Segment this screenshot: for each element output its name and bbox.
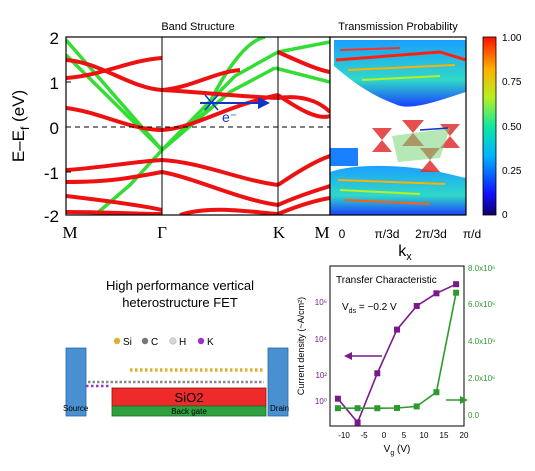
left-series-point <box>374 370 381 377</box>
right-series-point <box>433 389 440 396</box>
kx-tick-2pi3: 2π/3d <box>415 227 447 241</box>
kx-axis-label: kx <box>398 243 412 263</box>
source-electrode <box>65 347 87 417</box>
right-tick-2: 2.0x10⁶ <box>468 374 495 383</box>
ytick-neg2: -2 <box>44 207 59 226</box>
left-series-point <box>453 281 460 288</box>
transfer-chart: Transfer Characteristic Vds = −0.2 V 10⁶… <box>296 264 495 457</box>
ytick-neg1: -1 <box>44 164 59 183</box>
series-layer <box>334 281 460 426</box>
xtick-15: 15 <box>440 431 449 440</box>
kpoint-m-right: M <box>314 223 329 242</box>
electron-arrow: e⁻ <box>200 94 270 125</box>
cbar-tick-100: 1.00 <box>502 33 522 44</box>
right-series-point <box>413 403 420 410</box>
legend-k-dot <box>197 337 205 345</box>
left-series-point <box>413 303 420 309</box>
cbar-tick-075: 0.75 <box>502 77 522 88</box>
right-series-point <box>354 405 361 412</box>
drain-electrode <box>267 347 289 417</box>
legend-h-dot <box>169 337 177 345</box>
transmission-title: Transmission Probability <box>338 21 458 33</box>
device-title-line1: High performance vertical <box>106 278 254 293</box>
left-axis-arrow <box>344 352 382 360</box>
right-tick-8: 8.0x10⁶ <box>468 264 495 273</box>
ytick-1: 1 <box>50 74 59 93</box>
dirac-cones-illustration <box>372 120 460 172</box>
kpoint-k: K <box>273 223 286 242</box>
transfer-ylabel: Current density (~A/cm²) <box>296 297 306 395</box>
band-structure-plot <box>66 37 330 215</box>
device-title-line2: heterostructure FET <box>122 295 238 310</box>
right-series-point <box>374 405 381 412</box>
ytick-0: 0 <box>50 119 59 138</box>
band-structure-title: Band Structure <box>161 21 234 33</box>
transmission-frame <box>329 36 467 216</box>
legend-si: Si <box>123 337 132 348</box>
kx-tick-pi3: π/3d <box>375 227 400 241</box>
legend-h: H <box>179 337 186 348</box>
transfer-plot-frame <box>329 265 465 427</box>
right-tick-0: 0.0 <box>468 411 480 420</box>
colorbar <box>482 36 497 216</box>
atom-legend: Si C H K <box>113 337 214 348</box>
drain-label: Drain <box>270 404 289 413</box>
right-series-point <box>394 405 400 411</box>
xtick-0: 0 <box>382 431 387 440</box>
back-gate-label: Back gate <box>171 407 207 416</box>
kpoint-m-left: M <box>62 223 77 242</box>
sio2-label: SiO2 <box>175 390 204 405</box>
left-tick-0: 10⁰ <box>315 397 327 406</box>
left-tick-4: 10⁴ <box>315 335 328 344</box>
ytick-2: 2 <box>50 29 59 48</box>
legend-si-dot <box>113 337 121 345</box>
transfer-xlabel: Vg (V) <box>384 444 411 457</box>
xtick-20: 20 <box>460 431 469 440</box>
xtick-neg5: -5 <box>360 431 368 440</box>
kx-tick-pi: π/d <box>463 227 481 241</box>
right-tick-6: 6.0x10⁶ <box>468 300 495 309</box>
left-tick-2: 10² <box>315 371 327 380</box>
kpoint-gamma: Γ <box>157 223 167 242</box>
right-tick-4: 4.0x10⁶ <box>468 337 495 346</box>
left-series-point <box>433 290 440 297</box>
right-series-point <box>334 405 341 412</box>
xtick-10: 10 <box>420 431 429 440</box>
left-series-point <box>334 395 341 402</box>
cbar-tick-050: 0.50 <box>502 122 522 133</box>
right-series-point <box>453 289 460 296</box>
vds-label: Vds = −0.2 V <box>342 302 397 315</box>
cbar-tick-025: 0.25 <box>502 166 522 177</box>
red-bands <box>66 50 330 215</box>
legend-c: C <box>151 337 158 348</box>
transmission-map <box>330 40 466 215</box>
band-ylabel: E–Ef (eV) <box>9 90 32 162</box>
left-tick-6: 10⁶ <box>315 298 327 307</box>
transfer-title: Transfer Characteristic <box>336 275 437 286</box>
right-axis-arrow <box>446 396 468 404</box>
band-plot-frame <box>65 36 331 216</box>
svg-text:E–Ef (eV): E–Ef (eV) <box>9 90 32 162</box>
xtick-neg10: -10 <box>338 431 350 440</box>
legend-k: K <box>207 337 214 348</box>
green-bands <box>66 37 330 215</box>
left-series-point <box>394 326 400 333</box>
back-gate <box>111 405 267 417</box>
kx-tick-0: 0 <box>339 227 346 241</box>
band-yticks: 2 1 0 -1 -2 <box>44 29 71 226</box>
cbar-tick-0: 0 <box>502 210 508 221</box>
xtick-5: 5 <box>402 431 407 440</box>
left-series-point <box>354 419 361 426</box>
electron-label: e⁻ <box>222 109 237 125</box>
legend-c-dot <box>141 337 149 345</box>
source-label: Source <box>63 404 89 413</box>
